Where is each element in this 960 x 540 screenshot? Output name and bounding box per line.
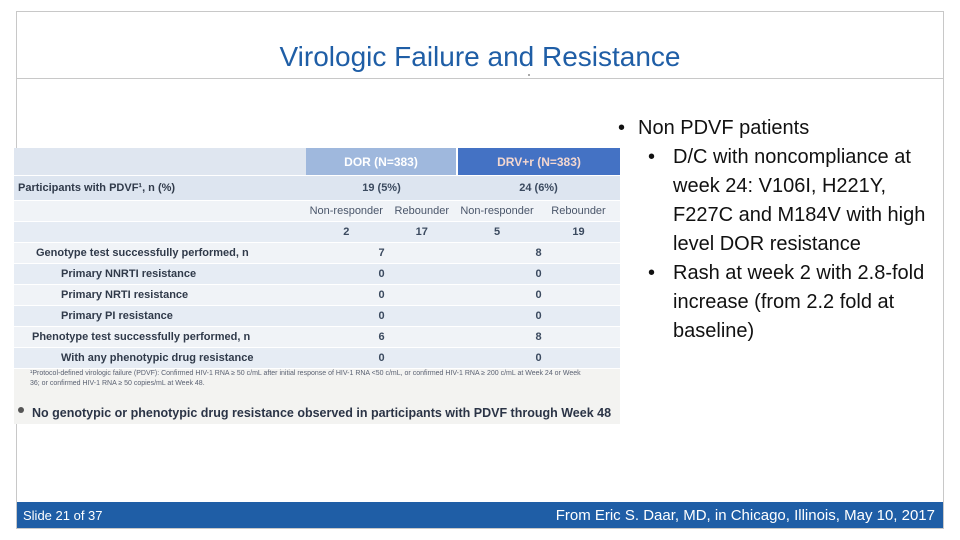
resistance-table-image: DOR (N=383) DRV+r (N=383) Participants w… bbox=[14, 148, 620, 424]
cell-dor: 0 bbox=[306, 284, 457, 306]
subheader: Non-responder bbox=[457, 200, 537, 222]
bullet-dot-icon: • bbox=[648, 262, 656, 284]
cell-dor: 7 bbox=[306, 242, 457, 264]
row-label: Primary NRTI resistance bbox=[14, 284, 306, 306]
slide-number: Slide 21 of 37 bbox=[23, 508, 103, 523]
row-label: Primary NNRTI resistance bbox=[14, 263, 306, 285]
cell-drv: 0 bbox=[457, 263, 620, 285]
row-label: Phenotype test successfully performed, n bbox=[14, 326, 306, 348]
cell-value: 5 bbox=[457, 221, 537, 243]
row-label: Genotype test successfully performed, n bbox=[14, 242, 306, 264]
bullet-sub-text: D/C with noncompliance at week 24: V106I… bbox=[673, 146, 926, 255]
header-blank-cell bbox=[14, 148, 306, 176]
table-row: Primary PI resistance 0 0 bbox=[14, 305, 620, 327]
table-row: 2 17 5 19 bbox=[14, 221, 620, 243]
table-row: With any phenotypic drug resistance 0 0 bbox=[14, 347, 620, 369]
slide-title: Virologic Failure and Resistance bbox=[279, 41, 681, 72]
cell-dor: 6 bbox=[306, 326, 457, 348]
row-label-blank bbox=[14, 221, 306, 243]
subheader: Rebounder bbox=[386, 200, 457, 222]
cell-drv: 0 bbox=[457, 284, 620, 306]
cell-value: 19 bbox=[537, 221, 620, 243]
bullet-sub: • Rash at week 2 with 2.8-fold increase … bbox=[612, 259, 942, 346]
cell-drv: 0 bbox=[457, 305, 620, 327]
header-dor: DOR (N=383) bbox=[306, 148, 457, 176]
table-row: Primary NRTI resistance 0 0 bbox=[14, 284, 620, 306]
cell-drv: 0 bbox=[457, 347, 620, 369]
cell-dor: 0 bbox=[306, 263, 457, 285]
bullet-list: • Non PDVF patients • D/C with noncompli… bbox=[612, 114, 942, 346]
row-label-blank bbox=[14, 200, 306, 222]
bullet-sub-text: Rash at week 2 with 2.8-fold increase (f… bbox=[673, 262, 925, 342]
table-footnote: ¹Protocol-defined virologic failure (PDV… bbox=[30, 370, 581, 387]
cell-value: 17 bbox=[386, 221, 457, 243]
resistance-table: DOR (N=383) DRV+r (N=383) Participants w… bbox=[14, 148, 620, 369]
table-summary: No genotypic or phenotypic drug resistan… bbox=[32, 406, 612, 420]
bullet-dot-icon bbox=[18, 407, 24, 413]
cell-value: 2 bbox=[306, 221, 387, 243]
table-row: Phenotype test successfully performed, n… bbox=[14, 326, 620, 348]
cell-drv: 8 bbox=[457, 242, 620, 264]
cell-drv: 24 (6%) bbox=[457, 175, 620, 201]
cell-dor: 19 (5%) bbox=[306, 175, 457, 201]
footer-bar: Slide 21 of 37 From Eric S. Daar, MD, in… bbox=[17, 502, 943, 528]
subheader: Rebounder bbox=[537, 200, 620, 222]
bullet-main: • Non PDVF patients bbox=[612, 114, 942, 143]
source-credit: From Eric S. Daar, MD, in Chicago, Illin… bbox=[555, 507, 935, 524]
cell-dor: 0 bbox=[306, 347, 457, 369]
title-bar: Virologic Failure and Resistance bbox=[17, 12, 943, 79]
bullet-dot-icon: • bbox=[648, 146, 656, 168]
bullet-dot-icon: • bbox=[618, 117, 626, 139]
cell-dor: 0 bbox=[306, 305, 457, 327]
decorative-dot bbox=[528, 74, 530, 76]
bullet-main-text: Non PDVF patients bbox=[638, 117, 810, 139]
row-label: With any phenotypic drug resistance bbox=[14, 347, 306, 369]
cell-drv: 8 bbox=[457, 326, 620, 348]
row-label: Participants with PDVF¹, n (%) bbox=[14, 175, 306, 201]
table-row: Genotype test successfully performed, n … bbox=[14, 242, 620, 264]
table-row: Participants with PDVF¹, n (%) 19 (5%) 2… bbox=[14, 175, 620, 201]
table-header-row: DOR (N=383) DRV+r (N=383) bbox=[14, 148, 620, 176]
bullet-sub: • D/C with noncompliance at week 24: V10… bbox=[612, 143, 942, 259]
table-subheader-row: Non-responder Rebounder Non-responder Re… bbox=[14, 200, 620, 222]
header-drv: DRV+r (N=383) bbox=[456, 148, 620, 176]
table-row: Primary NNRTI resistance 0 0 bbox=[14, 263, 620, 285]
subheader: Non-responder bbox=[306, 200, 387, 222]
row-label: Primary PI resistance bbox=[14, 305, 306, 327]
